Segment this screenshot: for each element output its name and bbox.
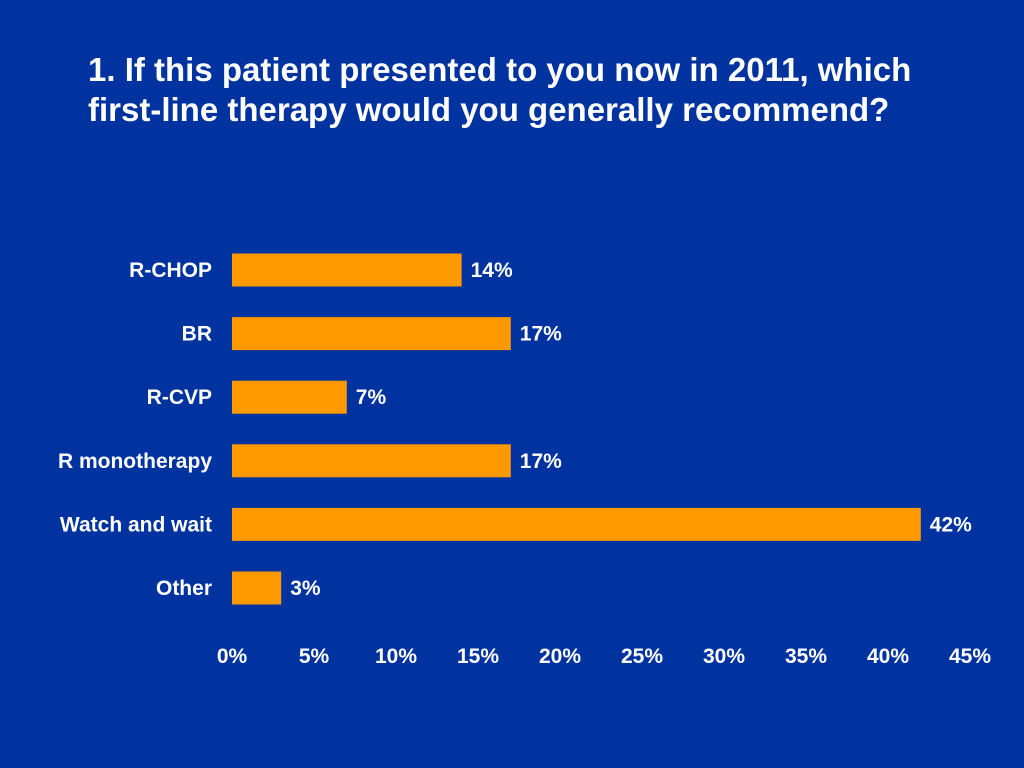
category-label-r-monotherapy: R monotherapy <box>58 450 212 473</box>
x-tick-label: 10% <box>375 645 417 668</box>
data-label-watch-and-wait: 42% <box>930 513 972 536</box>
bar-r-monotherapy <box>232 444 511 478</box>
x-tick-label: 20% <box>539 645 581 668</box>
x-tick-label: 25% <box>621 645 663 668</box>
category-label-r-chop: R-CHOP <box>129 259 212 282</box>
data-label-br: 17% <box>520 323 562 346</box>
data-label-other: 3% <box>290 577 321 600</box>
bar-r-chop <box>232 253 462 287</box>
x-tick-label: 15% <box>457 645 499 668</box>
data-label-r-monotherapy: 17% <box>520 450 562 473</box>
category-label-br: BR <box>182 323 212 346</box>
category-label-watch-and-wait: Watch and wait <box>60 513 212 536</box>
x-tick-label: 5% <box>299 645 330 668</box>
x-tick-label: 30% <box>703 645 745 668</box>
category-label-r-cvp: R-CVP <box>147 386 212 409</box>
bar-r-cvp <box>232 380 347 414</box>
category-label-other: Other <box>156 577 212 600</box>
slide-title: 1. If this patient presented to you now … <box>88 51 912 128</box>
x-tick-label: 40% <box>867 645 909 668</box>
x-tick-label: 35% <box>785 645 827 668</box>
bar-br <box>232 317 511 351</box>
x-tick-label: 45% <box>949 645 991 668</box>
x-tick-label: 0% <box>217 645 248 668</box>
data-label-r-cvp: 7% <box>356 386 387 409</box>
bar-other <box>232 571 282 605</box>
bar-watch-and-wait <box>232 507 921 541</box>
data-label-r-chop: 14% <box>471 259 513 282</box>
